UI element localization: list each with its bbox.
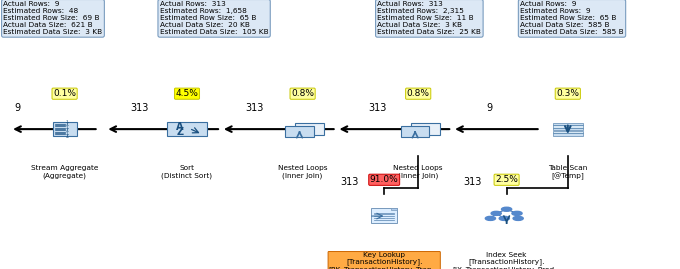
Text: Actual Rows:  313
Estimated Rows:  2,315
Estimated Row Size:  11 B
Actual Data S: Actual Rows: 313 Estimated Rows: 2,315 E…: [377, 1, 481, 35]
FancyBboxPatch shape: [167, 122, 207, 136]
FancyBboxPatch shape: [286, 126, 313, 137]
Text: }
Σ
}
Σ
}
Σ: } Σ } Σ } Σ: [66, 119, 69, 139]
FancyBboxPatch shape: [401, 126, 430, 137]
Text: Z: Z: [176, 127, 184, 137]
FancyBboxPatch shape: [371, 208, 397, 222]
Text: Key Lookup
[TransactionHistory].
[PK_TransactionHistory_Tran...: Key Lookup [TransactionHistory]. [PK_Tra…: [329, 252, 439, 269]
Text: Stream Aggregate
(Aggregate): Stream Aggregate (Aggregate): [31, 165, 99, 179]
FancyBboxPatch shape: [295, 123, 324, 135]
Text: Actual Rows:  9
Estimated Rows:  9
Estimated Row Size:  65 B
Actual Data Size:  : Actual Rows: 9 Estimated Rows: 9 Estimat…: [520, 1, 624, 35]
FancyBboxPatch shape: [552, 123, 583, 125]
FancyBboxPatch shape: [552, 128, 583, 130]
Text: 0.3%: 0.3%: [556, 89, 579, 98]
Text: A: A: [176, 122, 184, 132]
Text: Actual Rows:  9
Estimated Rows:  48
Estimated Row Size:  69 B
Actual Data Size: : Actual Rows: 9 Estimated Rows: 48 Estima…: [3, 1, 103, 35]
Text: 313: 313: [463, 177, 481, 187]
Text: Sort
(Distinct Sort): Sort (Distinct Sort): [161, 165, 213, 179]
Text: Table Scan
[@Temp]: Table Scan [@Temp]: [548, 165, 588, 180]
Text: Nested Loops
(Inner Join): Nested Loops (Inner Join): [278, 165, 327, 179]
Circle shape: [513, 216, 523, 220]
Text: 313: 313: [130, 103, 149, 113]
Text: 9: 9: [14, 103, 20, 113]
FancyBboxPatch shape: [52, 122, 77, 136]
Polygon shape: [391, 208, 397, 210]
FancyBboxPatch shape: [552, 133, 583, 136]
Circle shape: [491, 211, 501, 215]
Text: 4.5%: 4.5%: [175, 89, 199, 98]
Text: Actual Rows:  313
Estimated Rows:  1,658
Estimated Row Size:  65 B
Actual Data S: Actual Rows: 313 Estimated Rows: 1,658 E…: [160, 1, 269, 35]
Text: 313: 313: [245, 103, 265, 113]
FancyBboxPatch shape: [411, 123, 440, 135]
Text: 0.8%: 0.8%: [291, 89, 314, 98]
Text: 313: 313: [368, 103, 387, 113]
Text: Nested Loops
(Inner Join): Nested Loops (Inner Join): [394, 165, 443, 179]
Text: 0.8%: 0.8%: [407, 89, 430, 98]
Circle shape: [486, 216, 496, 220]
Circle shape: [499, 216, 509, 220]
Text: 0.1%: 0.1%: [53, 89, 76, 98]
Text: 91.0%: 91.0%: [370, 175, 398, 184]
Circle shape: [512, 211, 522, 215]
Text: Index Seek
[TransactionHistory].
[IX_TransactionHistory_Prod...: Index Seek [TransactionHistory]. [IX_Tra…: [452, 252, 561, 269]
FancyBboxPatch shape: [552, 131, 583, 133]
FancyBboxPatch shape: [552, 125, 583, 128]
Text: 313: 313: [341, 177, 359, 187]
Text: 9: 9: [486, 103, 493, 113]
Circle shape: [502, 207, 511, 211]
Text: 2.5%: 2.5%: [495, 175, 518, 184]
